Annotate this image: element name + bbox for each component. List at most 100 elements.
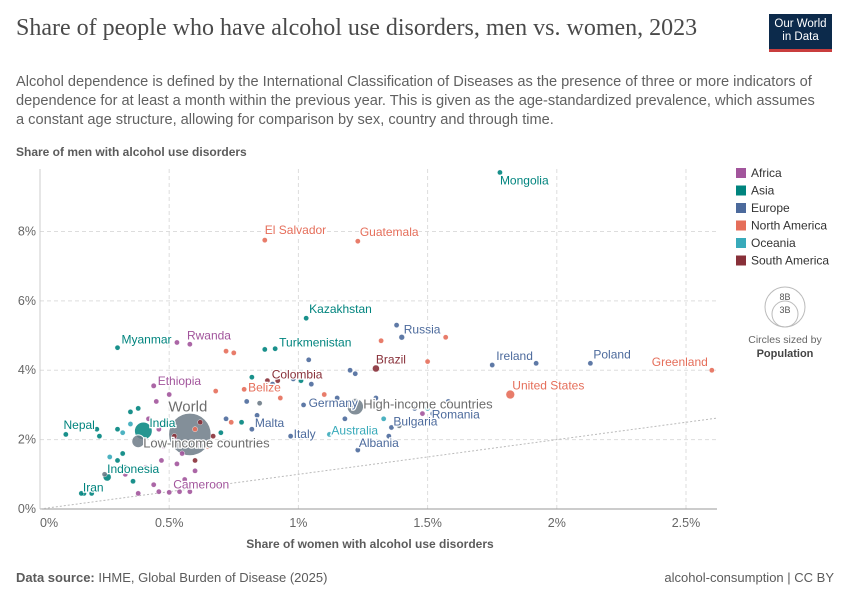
data-point [378, 337, 384, 344]
data-point [135, 490, 141, 497]
data-point [347, 367, 353, 374]
point-label-mongolia: Mongolia [500, 173, 549, 187]
point-label-rwanda: Rwanda [187, 328, 231, 342]
data-point [481, 402, 488, 408]
data-point [114, 457, 121, 464]
data-point [192, 468, 198, 474]
y-tick-label: 2% [18, 433, 36, 447]
data-point [334, 395, 340, 401]
legend-label-asia[interactable]: Asia [751, 184, 775, 198]
point-label-turkmenistan: Turkmenistan [279, 336, 351, 350]
point-label-malta: Malta [255, 416, 285, 430]
point-label-united-states: United States [512, 379, 584, 393]
data-point [262, 346, 268, 353]
data-point [156, 426, 162, 433]
y-tick-label: 4% [18, 363, 36, 377]
data-point [96, 433, 103, 439]
data-point [205, 443, 211, 450]
point-colombia [274, 377, 281, 384]
point-label-australia: Australia [331, 423, 378, 437]
point-label-belize: Belize [248, 380, 281, 394]
point-label-colombia: Colombia [272, 368, 323, 382]
data-point [130, 478, 136, 485]
data-point [223, 348, 229, 354]
point-label-indonesia: Indonesia [107, 462, 159, 476]
legend-swatch[interactable] [736, 203, 746, 213]
logo-line-2: in Data [782, 31, 819, 43]
legend-label-north-america[interactable]: North America [751, 219, 827, 233]
legend-label-europe[interactable]: Europe [751, 201, 790, 215]
data-point [305, 357, 312, 363]
data-point [63, 431, 69, 438]
region-legend[interactable]: Africa Asia Europe North America Oceania Sout… [736, 166, 829, 268]
point-guatemala [355, 238, 361, 244]
point-label-el-salvador: El Salvador [265, 223, 326, 237]
data-point [156, 488, 162, 495]
y-tick-label: 0% [18, 502, 36, 516]
footer-license[interactable]: alcohol-consumption | CC BY [664, 570, 834, 585]
data-source: Data source: IHME, Global Burden of Dise… [16, 570, 327, 585]
point-italy [287, 433, 294, 439]
size-legend-caption-bold: Population [757, 348, 814, 360]
data-point [210, 433, 216, 439]
data-point [145, 415, 152, 422]
data-point [269, 381, 276, 387]
data-point [238, 419, 245, 426]
point-bulgaria [388, 424, 395, 431]
data-point [230, 350, 237, 356]
legend-swatch[interactable] [736, 238, 746, 248]
data-point [122, 464, 129, 471]
point-turkmenistan [272, 345, 278, 352]
data-point [158, 457, 165, 464]
point-label-high-income-countries: High-income countries [363, 397, 493, 412]
data-point [166, 391, 172, 398]
point-australia [326, 431, 333, 438]
legend-swatch[interactable] [736, 168, 746, 178]
data-point [419, 410, 426, 417]
data-point [424, 358, 431, 365]
point-label-world: World [168, 398, 207, 415]
point-label-kazakhstan: Kazakhstan [309, 302, 372, 316]
y-axis-title: Share of men with alcohol use disorders [16, 145, 247, 159]
size-legend-big-label: 8B [779, 292, 790, 302]
x-tick-label: 1% [289, 516, 307, 530]
data-point [88, 490, 95, 497]
point-belize [241, 386, 247, 393]
data-point [223, 415, 229, 422]
point-label-romania: Romania [432, 408, 480, 422]
data-point [176, 488, 183, 495]
data-point [187, 341, 193, 348]
point-ireland [489, 362, 495, 368]
legend-swatch[interactable] [736, 220, 746, 231]
data-point [290, 376, 297, 382]
data-source-text[interactable]: IHME, Global Burden of Disease (2025) [98, 570, 328, 585]
legend-swatch[interactable] [736, 185, 746, 196]
data-point [321, 391, 328, 398]
legend-label-oceania[interactable]: Oceania [751, 236, 796, 250]
data-point [143, 464, 149, 471]
data-point [197, 419, 204, 426]
point-myanmar [114, 344, 121, 351]
point-label-nepal: Nepal [63, 418, 94, 432]
legend-swatch[interactable] [736, 255, 746, 266]
data-point [150, 481, 157, 488]
point-germany [300, 402, 307, 408]
y-tick-label: 8% [18, 224, 36, 238]
point-label-myanmar: Myanmar [122, 333, 172, 347]
x-tick-label: 1.5% [413, 516, 442, 530]
x-tick-label: 2% [548, 516, 566, 530]
point-label-guatemala: Guatemala [360, 225, 419, 239]
legend-label-south-america[interactable]: South America [751, 254, 829, 268]
data-point [192, 426, 198, 433]
data-point [135, 405, 141, 412]
point-label-poland: Poland [593, 347, 630, 361]
data-points [63, 169, 715, 497]
point-high-income-countries [346, 397, 365, 416]
legend-label-africa[interactable]: Africa [751, 166, 782, 180]
data-point [373, 395, 379, 401]
point-albania [355, 447, 361, 453]
point-greenland [709, 367, 715, 374]
point-label-albania: Albania [359, 436, 399, 450]
owid-logo[interactable]: Our World in Data [769, 14, 832, 52]
chart-subtitle: Alcohol dependence is defined by the Int… [16, 74, 815, 128]
